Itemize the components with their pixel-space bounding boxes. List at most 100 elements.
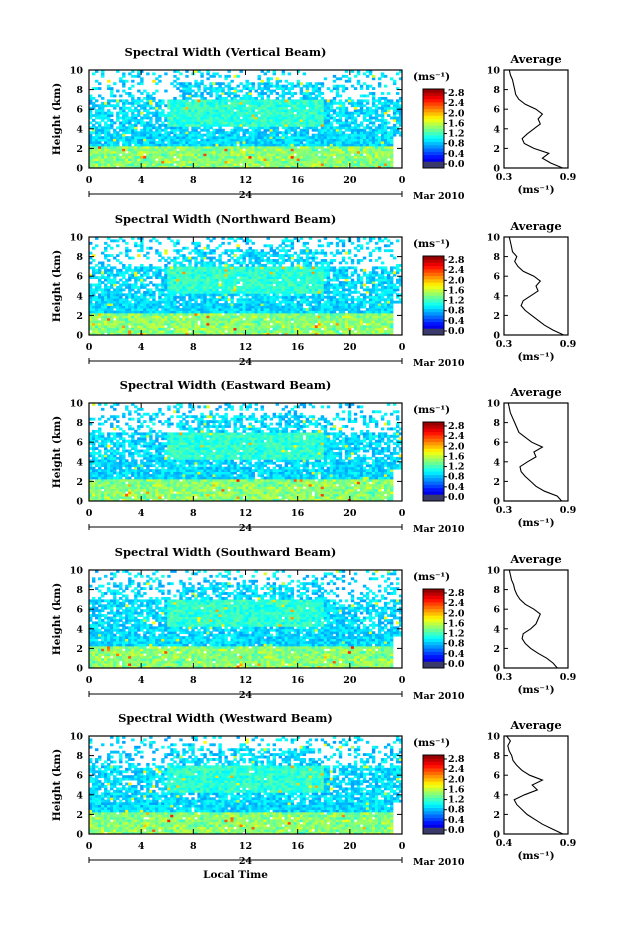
heatmap-cell [113,94,117,98]
heatmap-cell [212,109,216,113]
heatmap-cell [161,133,165,137]
heatmap-cell [167,141,171,144]
heatmap-cell [314,300,319,304]
heatmap-cell [398,300,403,304]
heatmap-cell [116,70,120,73]
heatmap-cell [221,101,225,105]
heatmap-cell [296,315,301,319]
heatmap-cell [302,320,307,324]
heatmap-cell [386,288,391,292]
heatmap-cell [110,286,114,289]
heatmap-cell [326,310,331,314]
heatmap-cell [269,111,273,115]
heatmap-cell [113,104,117,108]
heatmap-cell [377,138,382,142]
heatmap-cell [224,101,228,105]
heatmap-cell [344,303,349,306]
heatmap-cell [173,327,177,331]
heatmap-cell [242,286,246,289]
heatmap-cell [335,327,340,331]
heatmap-cell [383,165,388,169]
heatmap-cell [350,138,355,142]
heatmap-cell [257,150,261,154]
heatmap-cell [224,150,228,154]
heatmap-cell [167,310,171,314]
heatmap-cell [248,298,252,302]
heatmap-cell [200,327,204,331]
heatmap-cell [329,114,334,117]
heatmap-cell [386,145,391,149]
heatmap-cell [311,126,316,130]
heatmap-cell [242,121,246,125]
heatmap-cell [185,141,189,144]
heatmap-cell [347,96,352,100]
heatmap-cell [371,163,376,166]
heatmap-cell [281,104,286,108]
heatmap-cell [212,74,216,78]
heatmap-cell [311,121,316,125]
heatmap-cell [248,312,252,316]
heatmap-cell [110,330,114,333]
heatmap-cell [113,131,117,135]
heatmap-cell [113,106,117,110]
heatmap-cell [293,332,298,336]
heatmap-cell [209,290,213,294]
heatmap-cell [146,165,150,169]
heatmap-cell [224,136,228,139]
heatmap-cell [332,315,337,319]
heatmap-cell [101,295,105,299]
heatmap-cell [386,121,391,125]
heatmap-cell [227,136,231,139]
heatmap-cell [269,286,273,289]
heatmap-cell [101,150,105,154]
heatmap-cell [143,136,147,139]
heatmap-cell [119,288,123,292]
heatmap-cell [182,82,186,86]
heatmap-cell [203,322,207,326]
heatmap-cell [329,131,334,135]
heatmap-cell [89,153,93,157]
heatmap-cell [92,131,96,135]
heatmap-cell [137,89,141,93]
heatmap-cell [128,131,132,135]
heatmap-cell [341,288,346,292]
heatmap-cell [317,310,322,314]
heatmap-cell [152,131,156,135]
heatmap-cell [182,87,186,90]
heatmap-cell [185,150,189,154]
heatmap-cell [185,145,189,149]
heatmap-cell [308,99,313,103]
heatmap-cell [188,84,192,88]
heatmap-cell [113,325,117,329]
heatmap-cell [212,133,216,137]
heatmap-cell [368,119,373,122]
heatmap-cell [206,131,210,135]
heatmap-cell [140,143,144,147]
heatmap-cell [266,77,270,81]
heatmap-cell [155,89,159,93]
heatmap-cell [290,111,295,115]
heatmap-cell [269,77,273,81]
heatmap-cell [281,106,286,110]
heatmap-cell [278,312,283,316]
heatmap-cell [134,315,138,319]
x-tick-label: 4 [138,175,145,186]
heatmap-cell [215,160,219,164]
colorbar-frame [422,88,445,169]
heatmap-cell [233,150,237,154]
heatmap-cell [356,312,361,316]
heatmap-cell [269,165,273,169]
heatmap-cell [380,160,385,164]
heatmap-cell [149,128,153,132]
heatmap-cell [131,111,135,115]
heatmap-cell [155,136,159,139]
heatmap-cell [194,82,198,86]
heatmap-cell [356,327,361,331]
heatmap-cell [215,303,219,306]
heatmap-cell [218,109,222,113]
heatmap-cell [305,295,310,299]
heatmap-cell [98,131,102,135]
heatmap-cell [113,148,117,152]
heatmap-cell [92,72,96,76]
heatmap-cell [194,136,198,139]
